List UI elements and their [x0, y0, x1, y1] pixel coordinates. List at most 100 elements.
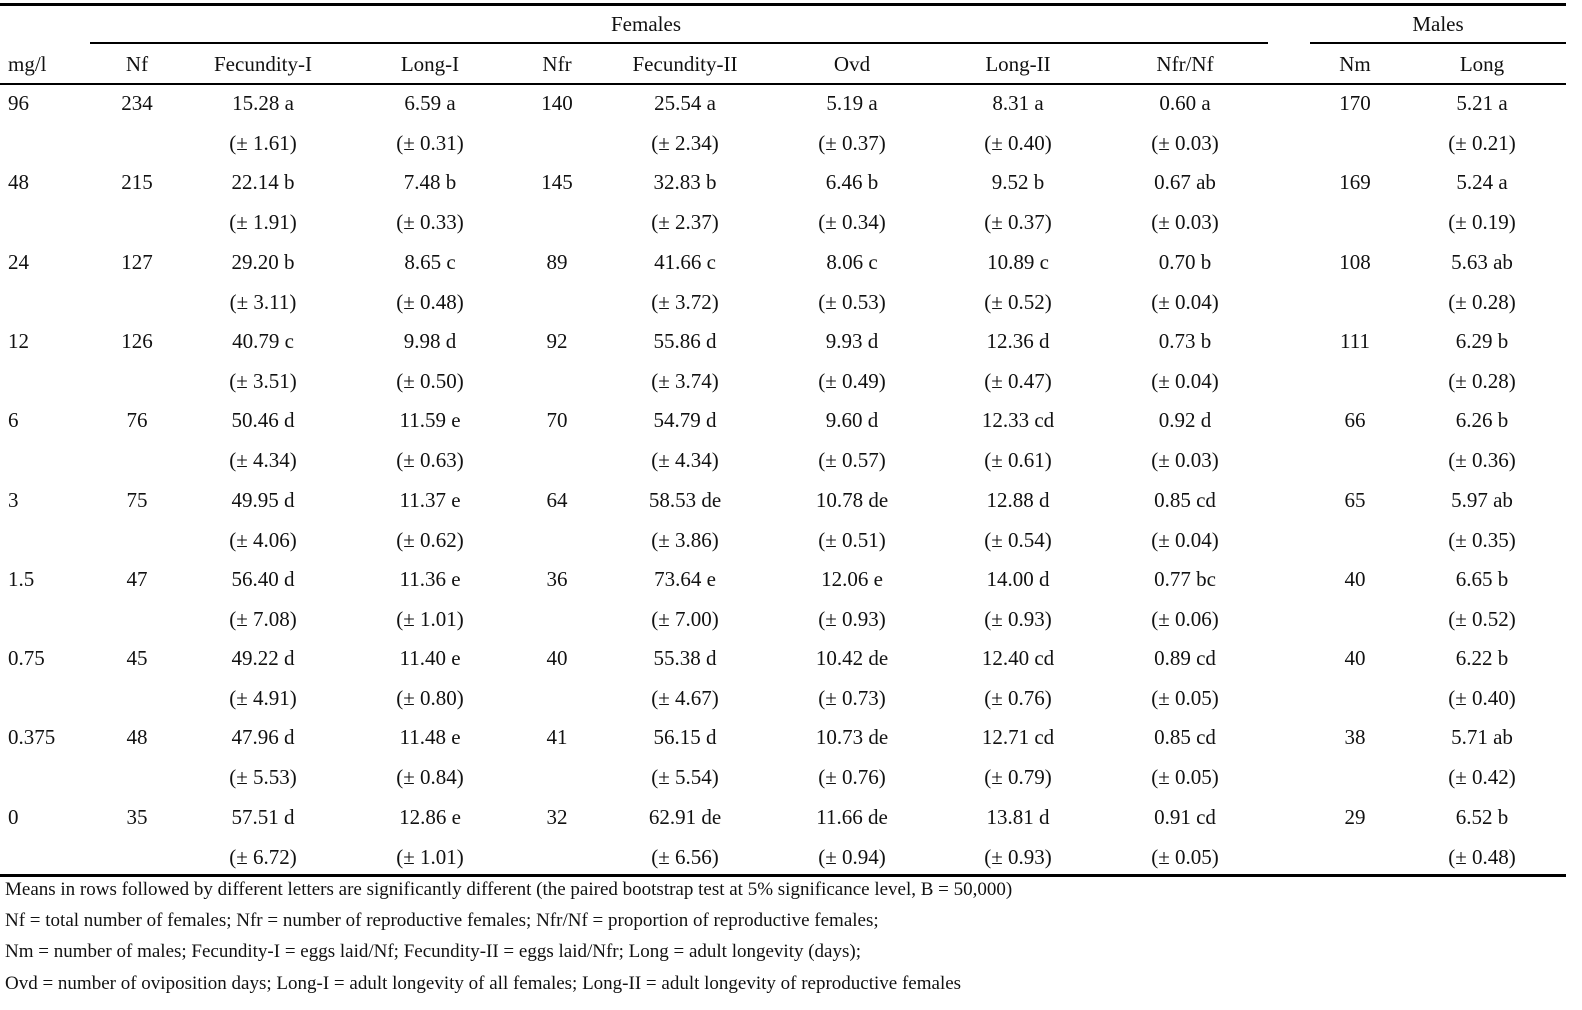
cell: 36: [546, 566, 568, 591]
cell: 9.98 d: [403, 328, 457, 353]
males-rule: [1310, 42, 1566, 44]
group-header: Males: [1412, 12, 1464, 36]
column-header: Fecundity-I: [214, 52, 312, 76]
cell: 140: [541, 91, 573, 115]
cell-error: (± 0.53): [818, 289, 886, 314]
cell-error: (± 0.48): [1448, 844, 1516, 869]
cell: 7.48 b: [403, 170, 457, 195]
cell-error: (± 0.93): [818, 606, 886, 631]
cell: 0.85 cd: [1154, 487, 1216, 512]
cell: 41.66 c: [654, 249, 716, 274]
cell: 66: [1344, 408, 1366, 433]
females-rule: [90, 42, 1268, 44]
cell-error: (± 0.48): [396, 289, 464, 314]
cell-error: (± 0.50): [396, 368, 464, 393]
cell: 45: [126, 646, 148, 671]
cell-error: (± 0.28): [1448, 289, 1516, 314]
cell-error: (± 0.05): [1151, 765, 1219, 790]
cell-error: (± 0.21): [1448, 131, 1516, 155]
cell-error: (± 0.04): [1151, 289, 1219, 314]
cell-error: (± 0.05): [1151, 844, 1219, 869]
cell: 49.95 d: [231, 487, 295, 512]
cell: 64: [546, 487, 568, 512]
cell-error: (± 0.31): [396, 131, 464, 155]
cell-error: (± 1.01): [396, 844, 464, 869]
cell-error: (± 0.04): [1151, 368, 1219, 393]
cell: 9.93 d: [825, 328, 879, 353]
cell: 234: [121, 91, 153, 115]
cell: 25.54 a: [654, 91, 716, 115]
cell: 56.15 d: [653, 725, 717, 750]
cell: 12.88 d: [986, 487, 1050, 512]
cell: 40.79 c: [232, 328, 294, 353]
cell: 0.91 cd: [1154, 804, 1216, 829]
cell: 12.71 cd: [981, 725, 1055, 750]
cell-error: (± 0.19): [1448, 210, 1516, 235]
cell-error: (± 0.62): [396, 527, 464, 552]
cell: 0: [8, 804, 19, 829]
cell-error: (± 0.34): [818, 210, 886, 235]
cell-error: (± 2.34): [651, 131, 719, 155]
cell: 0.75: [8, 646, 45, 671]
cell: 0.70 b: [1158, 249, 1212, 274]
column-header: Ovd: [833, 52, 871, 76]
cell: 76: [126, 408, 148, 433]
column-header: Long-II: [985, 52, 1051, 76]
cell: 11.66 de: [816, 804, 888, 829]
cell-error: (± 0.52): [1448, 606, 1516, 631]
cell-error: (± 0.84): [396, 765, 464, 790]
cell: 145: [541, 170, 573, 195]
column-header: Nfr/Nf: [1156, 52, 1214, 76]
cell: 8.06 c: [826, 249, 878, 274]
cell-error: (± 0.93): [984, 844, 1052, 869]
cell: 6.65 b: [1455, 566, 1509, 591]
cell: 10.42 de: [815, 646, 889, 671]
column-header: Fecundity-II: [632, 52, 738, 76]
cell: 32: [546, 804, 568, 829]
cell: 3: [8, 487, 19, 512]
column-header: Nm: [1339, 52, 1371, 76]
cell-error: (± 0.52): [984, 289, 1052, 314]
cell-error: (± 4.06): [229, 527, 297, 552]
cell-error: (± 3.51): [229, 368, 297, 393]
cell: 5.97 ab: [1451, 487, 1513, 512]
bottom-rule: [0, 874, 1566, 877]
cell: 9.60 d: [825, 408, 879, 433]
cell: 5.19 a: [826, 91, 878, 115]
cell-error: (± 0.36): [1448, 448, 1516, 473]
cell: 126: [121, 328, 153, 353]
cell-error: (± 0.06): [1151, 606, 1219, 631]
cell-error: (± 0.40): [1448, 686, 1516, 711]
cell-error: (± 0.57): [818, 448, 886, 473]
cell-error: (± 3.86): [651, 527, 719, 552]
column-header: Nf: [125, 52, 149, 76]
cell-error: (± 3.74): [651, 368, 719, 393]
cell-error: (± 4.34): [651, 448, 719, 473]
cell: 15.28 a: [232, 91, 294, 115]
cell: 62.91 de: [648, 804, 722, 829]
cell: 1.5: [8, 566, 35, 591]
cell: 169: [1339, 170, 1371, 195]
cell: 5.21 a: [1456, 91, 1508, 115]
cell-error: (± 0.33): [396, 210, 464, 235]
cell: 96: [8, 91, 29, 115]
cell: 6.22 b: [1455, 646, 1509, 671]
cell: 6.52 b: [1455, 804, 1509, 829]
column-header: Long: [1459, 52, 1505, 76]
cell: 0.92 d: [1158, 408, 1212, 433]
group-header: Females: [611, 12, 681, 36]
cell: 127: [121, 249, 153, 274]
cell: 14.00 d: [986, 566, 1050, 591]
cell: 38: [1344, 725, 1366, 750]
footnote: Nm = number of males; Fecundity-I = eggs…: [5, 941, 861, 962]
cell: 50.46 d: [231, 408, 295, 433]
cell: 48: [8, 170, 29, 195]
cell: 8.31 a: [992, 91, 1044, 115]
cell: 170: [1339, 91, 1371, 115]
cell-error: (± 4.67): [651, 686, 719, 711]
cell: 24: [8, 249, 29, 274]
cell: 54.79 d: [653, 408, 717, 433]
cell-error: (± 0.03): [1151, 448, 1219, 473]
cell: 6.46 b: [825, 170, 879, 195]
header-rule: [0, 83, 1566, 85]
